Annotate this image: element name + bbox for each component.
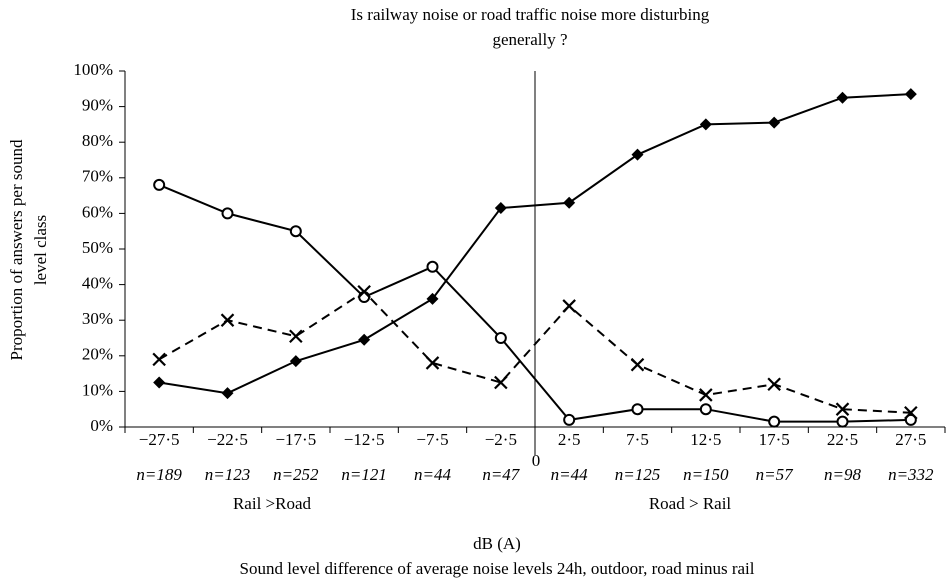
marker: [426, 260, 439, 273]
x-tick-label: −2·5: [485, 430, 517, 449]
marker: [836, 91, 849, 104]
marker: [904, 88, 917, 101]
y-axis-label: Proportion of answers per sound: [7, 139, 26, 360]
x-tick-label: 7·5: [626, 430, 649, 449]
y-tick-label: 40%: [82, 274, 113, 293]
marker: [767, 377, 781, 392]
marker: [630, 357, 645, 372]
group-label: Rail >Road: [233, 494, 312, 513]
marker: [699, 118, 712, 131]
y-axis-label: level class: [31, 215, 50, 285]
x-tick-label: 2·5: [558, 430, 581, 449]
zero-label: 0: [532, 451, 541, 470]
n-label: n=57: [756, 465, 794, 484]
group-label: Road > Rail: [649, 494, 732, 513]
marker: [562, 299, 576, 313]
y-tick-label: 30%: [82, 309, 113, 328]
marker: [494, 375, 508, 390]
y-tick-label: 100%: [73, 60, 113, 79]
marker: [358, 291, 371, 304]
marker: [220, 313, 235, 327]
marker: [904, 413, 917, 426]
y-tick-label: 50%: [82, 238, 113, 257]
n-label: n=44: [414, 465, 451, 484]
n-label: n=150: [683, 465, 729, 484]
x-tick-label: 17·5: [759, 430, 790, 449]
marker: [494, 332, 507, 344]
marker: [221, 207, 234, 220]
marker: [425, 356, 440, 370]
marker: [563, 196, 576, 209]
series-line: [158, 290, 911, 414]
marker: [289, 355, 302, 368]
marker: [699, 388, 713, 402]
marker: [835, 402, 850, 416]
marker: [221, 387, 234, 400]
n-label: n=123: [205, 465, 250, 484]
x-tick-label: 12·5: [690, 430, 721, 449]
x-tick-label: −22·5: [207, 430, 248, 449]
marker: [768, 415, 781, 428]
marker: [699, 403, 712, 416]
x-tick-label: 27·5: [895, 430, 926, 449]
marker: [836, 415, 849, 428]
marker: [494, 202, 507, 215]
y-tick-label: 60%: [82, 202, 113, 221]
y-tick-label: 0%: [90, 416, 113, 435]
x-axis-note: Sound level difference of average noise …: [240, 559, 755, 578]
y-tick-label: 20%: [82, 345, 113, 364]
n-label: n=44: [551, 465, 588, 484]
marker: [768, 116, 781, 129]
x-tick-label: −27·5: [139, 430, 180, 449]
marker: [563, 413, 576, 426]
n-label: n=332: [888, 465, 934, 484]
marker: [426, 292, 439, 305]
marker: [153, 178, 166, 191]
y-tick-label: 90%: [82, 96, 113, 115]
marker: [152, 352, 166, 367]
marker: [631, 148, 644, 161]
n-label: n=125: [615, 465, 660, 484]
x-tick-label: −12·5: [344, 430, 385, 449]
y-tick-label: 10%: [82, 380, 113, 399]
marker: [904, 405, 918, 420]
series-line: [158, 183, 911, 423]
marker: [289, 225, 302, 238]
series-line: [159, 93, 911, 395]
y-tick-label: 80%: [82, 131, 113, 150]
marker: [153, 376, 166, 389]
marker: [358, 333, 371, 346]
n-label: n=121: [341, 465, 386, 484]
n-label: n=252: [273, 465, 319, 484]
n-label: n=47: [482, 465, 520, 484]
n-label: n=189: [136, 465, 182, 484]
x-tick-label: −17·5: [275, 430, 316, 449]
chart-title: Is railway noise or road traffic noise m…: [351, 5, 710, 24]
x-tick-label: 22·5: [827, 430, 858, 449]
marker: [357, 284, 371, 299]
marker: [289, 329, 303, 343]
x-tick-label: −7·5: [416, 430, 448, 449]
chart-title: generally ?: [492, 30, 567, 49]
y-tick-label: 70%: [82, 167, 113, 186]
marker: [631, 403, 644, 416]
x-axis-label: dB (A): [473, 534, 521, 553]
n-label: n=98: [824, 465, 861, 484]
